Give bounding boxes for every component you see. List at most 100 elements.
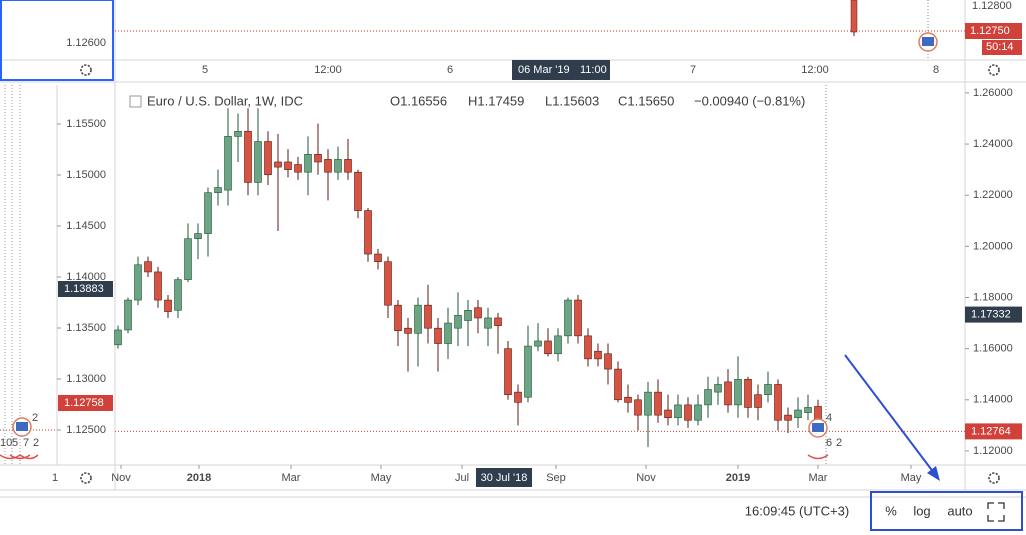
candle-body: [394, 304, 402, 332]
price-label-box: [58, 395, 113, 411]
settings-button[interactable]: [80, 64, 92, 76]
price-label-box: [965, 423, 1022, 440]
y-tick-label: 1.15000: [66, 169, 106, 181]
x-tick-label: 2019: [726, 472, 750, 484]
annotation-arrow: [844, 354, 935, 474]
event-markers: [807, 454, 829, 460]
candle-body: [624, 396, 632, 403]
candle-body: [404, 327, 412, 334]
top-time-axis: 5 12:00 6 7 12:00 8: [202, 64, 939, 76]
y-tick-label: 1.13500: [66, 322, 106, 334]
active-pane-outline: [0, 0, 114, 81]
candle-body: [604, 353, 612, 370]
candle-body: [164, 299, 172, 312]
x-tick-label: Sep: [546, 472, 566, 484]
event-count: 10: [0, 437, 12, 449]
candle-body: [674, 404, 682, 418]
log-button[interactable]: log: [913, 503, 930, 518]
candle-body: [574, 299, 582, 337]
candle-body: [204, 192, 212, 234]
candle-body: [354, 171, 362, 211]
clock: 16:09:45 (UTC+3): [745, 503, 849, 518]
candle-body: [474, 307, 482, 319]
x-tick-label: May: [901, 472, 922, 484]
candle-body: [584, 335, 592, 360]
y-tick-label: 1.26000: [973, 87, 1013, 99]
crosshair-label: 30 Jul '18: [481, 472, 528, 484]
x-tick-label: Nov: [111, 472, 131, 484]
price-label: 1.17332: [971, 308, 1011, 320]
candle-body: [294, 164, 302, 173]
candle-body: [444, 322, 452, 344]
countdown-box: [982, 40, 1022, 55]
main-chart: 1.12000 1.14000 1.16000 1.18000 1.20000 1.220…: [111, 87, 1022, 484]
y-tick-label: 1.20000: [973, 240, 1013, 252]
crosshair-time: 11:00: [580, 64, 607, 76]
y-tick-label: 1.14000: [66, 271, 106, 283]
candle-body: [414, 304, 422, 334]
price-label-box: [965, 306, 1022, 323]
price-label: 1.12758: [64, 397, 104, 409]
event-count: 5: [12, 437, 18, 449]
x-tick-label: 5: [202, 64, 208, 76]
countdown: 50:14: [986, 41, 1014, 53]
candle-body: [644, 391, 652, 416]
x-tick-label: 7: [690, 64, 696, 76]
event-count: 2: [32, 412, 38, 424]
event-count: 6: [826, 437, 832, 449]
y-tick-label: 1.14000: [973, 394, 1013, 406]
x-tick-label: 8: [933, 64, 939, 76]
candle-body: [364, 210, 372, 255]
candle-body: [850, 0, 858, 33]
candle-body: [484, 317, 492, 329]
legend-high: H1.17459: [468, 93, 524, 108]
y-tick-label: 1.12800: [972, 0, 1012, 12]
candle-body: [514, 391, 522, 403]
candle-body: [634, 399, 642, 416]
crosshair-time-box: [512, 60, 610, 80]
candle-body: [744, 379, 752, 408]
candle-body: [654, 391, 662, 416]
candle-body: [264, 141, 272, 176]
percent-button[interactable]: %: [885, 503, 897, 518]
y-tick-label: 1.14500: [66, 220, 106, 232]
event-flag: [922, 37, 934, 46]
candle-body: [134, 264, 142, 301]
candle-body: [794, 409, 802, 418]
settings-button[interactable]: [80, 472, 92, 484]
y-tick-label: 1.24000: [973, 138, 1013, 150]
gear-icon: [80, 64, 92, 76]
candle-body: [214, 187, 222, 193]
event-count: 2: [836, 437, 842, 449]
candle-body: [174, 279, 182, 311]
candle-body: [714, 384, 722, 393]
candle-body: [544, 340, 552, 355]
event-count: 2: [33, 437, 39, 449]
candle-body: [184, 238, 192, 280]
candle-body: [434, 327, 442, 344]
candle-body: [114, 329, 122, 346]
candle-body: [594, 350, 602, 360]
legend-change: −0.00940 (−0.81%): [694, 93, 805, 108]
candle-body: [304, 154, 312, 173]
candle-body: [314, 154, 322, 163]
x-tick-label: 2018: [187, 472, 211, 484]
crosshair-date: 06 Mar '19: [518, 64, 570, 76]
event-count: 7: [23, 437, 29, 449]
candle-body: [244, 130, 252, 183]
settings-button[interactable]: [988, 64, 1000, 76]
candle-body: [704, 389, 712, 406]
candle-body: [254, 141, 262, 183]
auto-button[interactable]: auto: [947, 503, 972, 518]
y-tick-label: 1.15500: [66, 118, 106, 130]
candle-body: [694, 404, 702, 421]
candle-body: [784, 414, 792, 421]
settings-button[interactable]: [988, 472, 1000, 484]
price-label: 1.12750: [970, 25, 1010, 37]
candle-body: [464, 309, 472, 321]
legend: Euro / U.S. Dollar, 1W, IDC O1.16556 H1.…: [129, 93, 805, 108]
candle-body: [554, 335, 562, 355]
fullscreen-button[interactable]: [987, 502, 1005, 522]
candle-body: [424, 304, 432, 329]
